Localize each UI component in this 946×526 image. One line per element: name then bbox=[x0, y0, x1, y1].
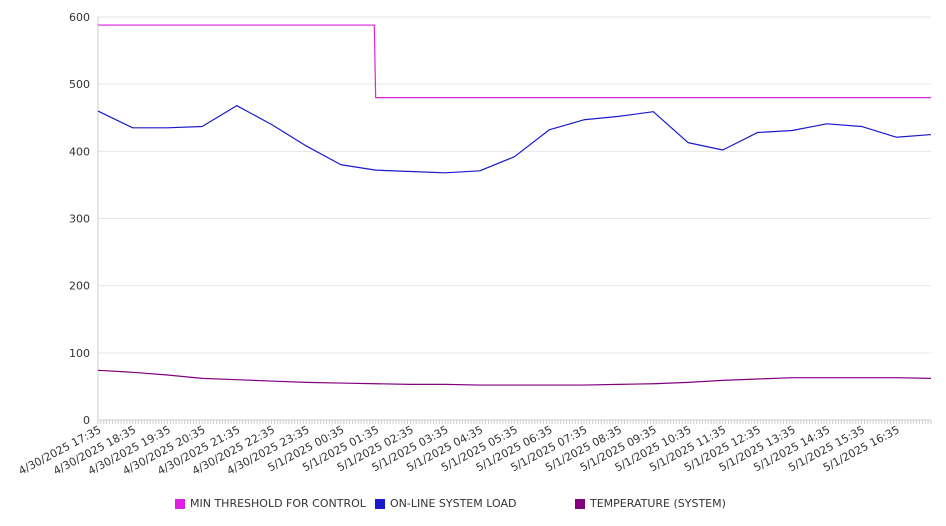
grid bbox=[98, 16, 931, 354]
x-tick-labels: 4/30/2025 17:354/30/2025 18:354/30/2025 … bbox=[16, 423, 901, 477]
y-tick-label: 100 bbox=[69, 347, 90, 360]
legend-label-temperature-system: TEMPERATURE (SYSTEM) bbox=[590, 497, 726, 510]
y-tick-label: 0 bbox=[83, 414, 90, 427]
series-lines bbox=[97, 24, 932, 386]
legend-label-online-system-load: ON-LINE SYSTEM LOAD bbox=[390, 497, 517, 510]
series-line-on-line-system-load bbox=[97, 105, 932, 174]
legend-item-temperature-system[interactable]: TEMPERATURE (SYSTEM) bbox=[575, 497, 726, 510]
legend-item-online-system-load[interactable]: ON-LINE SYSTEM LOAD bbox=[375, 497, 516, 510]
legend-item-min-threshold[interactable]: MIN THRESHOLD FOR CONTROL bbox=[175, 497, 366, 510]
series-line-min-threshold-for-control bbox=[98, 24, 931, 99]
axes bbox=[97, 17, 932, 424]
y-tick-label: 300 bbox=[69, 213, 90, 226]
legend: MIN THRESHOLD FOR CONTROL ON-LINE SYSTEM… bbox=[0, 497, 946, 515]
legend-swatch-online-system-load bbox=[375, 498, 385, 509]
y-tick-label: 500 bbox=[69, 78, 90, 91]
y-tick-label: 600 bbox=[69, 11, 90, 24]
y-tick-label: 400 bbox=[69, 145, 90, 158]
y-tick-label: 200 bbox=[69, 280, 90, 293]
series-line-temperature-system bbox=[97, 369, 932, 386]
legend-swatch-temperature-system bbox=[575, 498, 585, 509]
y-tick-labels: 0 100 200 300 400 500 600 bbox=[69, 11, 90, 427]
legend-swatch-min-threshold bbox=[175, 498, 185, 509]
legend-label-min-threshold: MIN THRESHOLD FOR CONTROL bbox=[190, 497, 366, 510]
